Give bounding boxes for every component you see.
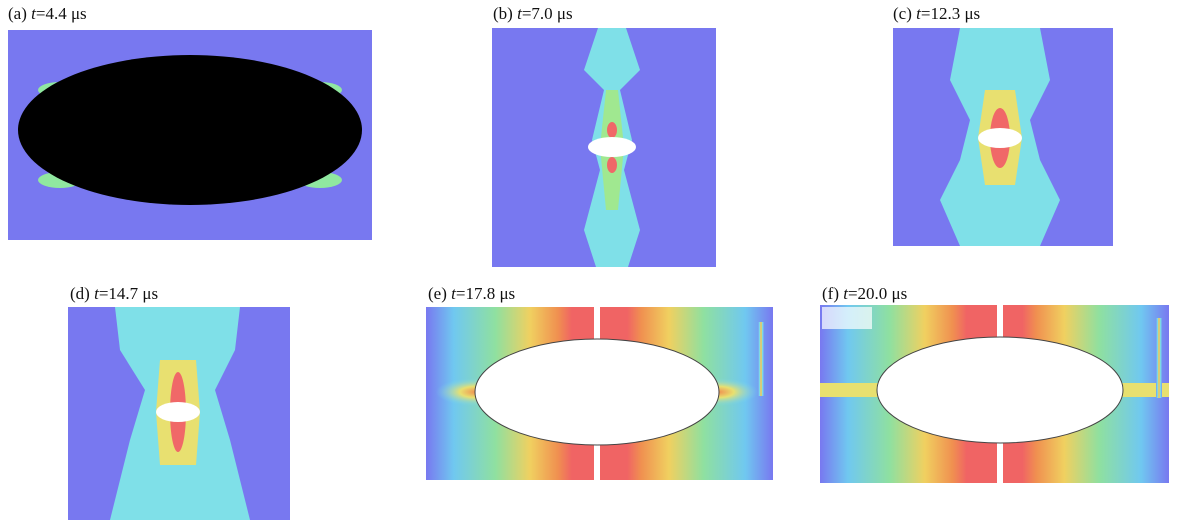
caption: (b) t=7.0 μs	[493, 4, 573, 23]
caption: (c) t=12.3 μs	[893, 4, 980, 23]
page: (a) t=4.4 μs (b) t=7.0 μs (c) t=12.3 μs …	[0, 0, 1189, 523]
panel-a	[8, 30, 372, 240]
caption-value: =17.8 μs	[456, 284, 515, 303]
caption-label: (f)	[822, 284, 839, 303]
caption-label: (d)	[70, 284, 90, 303]
caption: (f) t=20.0 μs	[822, 284, 907, 303]
caption-value: =12.3 μs	[921, 4, 980, 23]
panel-b	[492, 28, 716, 267]
caption-label: (b)	[493, 4, 513, 23]
caption: (e) t=17.8 μs	[428, 284, 515, 303]
panel-e	[426, 307, 773, 480]
caption: (d) t=14.7 μs	[70, 284, 158, 303]
figure: (a) t=4.4 μs (b) t=7.0 μs (c) t=12.3 μs …	[0, 0, 1189, 523]
panel-d	[68, 307, 290, 520]
panel-c	[893, 28, 1113, 246]
caption: (a) t=4.4 μs	[8, 4, 87, 23]
caption-value: =14.7 μs	[99, 284, 158, 303]
caption-value: =7.0 μs	[522, 4, 573, 23]
caption-value: =20.0 μs	[848, 284, 907, 303]
caption-label: (e)	[428, 284, 447, 303]
panel-f	[820, 305, 1169, 483]
caption-label: (a)	[8, 4, 27, 23]
caption-value: =4.4 μs	[36, 4, 87, 23]
caption-label: (c)	[893, 4, 912, 23]
